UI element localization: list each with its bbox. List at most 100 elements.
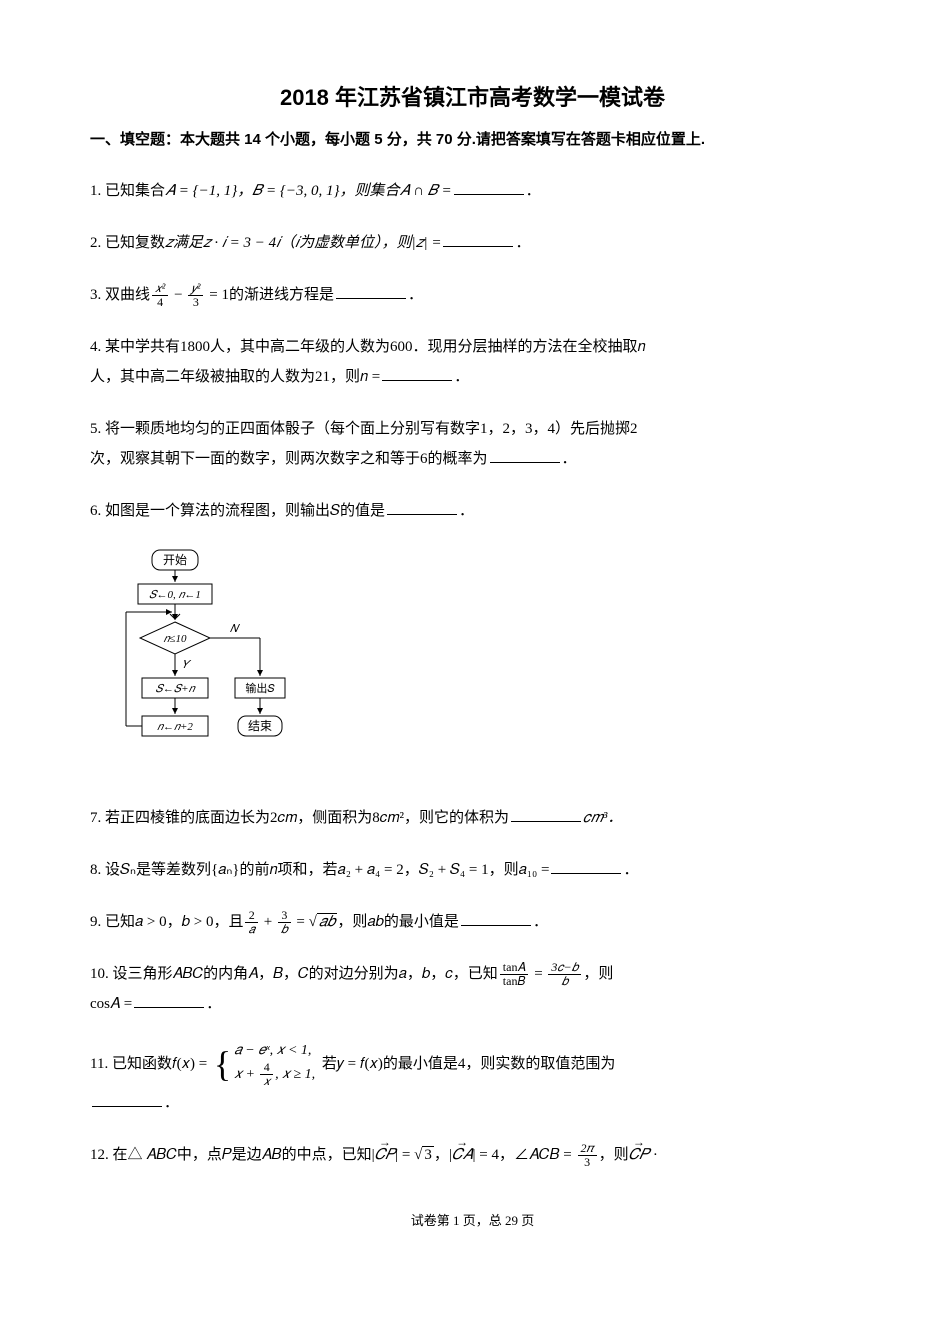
fraction: 3𝑐−𝑏𝑏 (548, 961, 581, 988)
equals: = (530, 966, 546, 982)
q3-post: = 1的渐进线方程是 (205, 287, 333, 303)
q12-f: · (649, 1147, 658, 1163)
q2-expr: 𝑧满足𝑧 · 𝑖 = 3 − 4𝑖（𝑖为虚数单位），则|𝑧| = (165, 235, 441, 251)
q5-line1: 5. 将一颗质地均匀的正四面体骰子（每个面上分别写有数字1，2，3，4）先后抛掷… (90, 421, 638, 437)
question-12: 12. 在△ 𝐴𝐵𝐶中，点𝑃是边𝐴𝐵的中点，已知|𝐶𝑃| = √3，|𝐶𝐴| =… (90, 1140, 855, 1170)
svg-text:𝑌: 𝑌 (182, 659, 192, 671)
q4-line1: 4. 某中学共有1800人，其中高二年级的人数为600．现用分层抽样的方法在全校… (90, 339, 646, 355)
sqrt-content: 3 (422, 1146, 434, 1163)
brace-icon: { (214, 1046, 231, 1082)
q12-e: ，则 (599, 1147, 629, 1163)
q10-text: 10. 设三角形𝐴𝐵𝐶的内角𝐴，𝐵，𝐶的对边分别为𝑎，𝑏，𝑐，已知 (90, 966, 498, 982)
q6-text: 6. 如图是一个算法的流程图，则输出𝑆的值是 (90, 503, 385, 519)
fraction: tan𝐴tan𝐵 (500, 961, 529, 988)
q12-c: ，| (434, 1147, 452, 1163)
vector-ca: 𝐶𝐴 (452, 1140, 473, 1170)
minus: − (170, 287, 186, 303)
denominator: 𝑏 (278, 923, 291, 936)
q4-line2: 人，其中高二年级被抽取的人数为21，则𝑛 = (90, 369, 380, 385)
period: ． (454, 369, 469, 385)
q3-text: 3. 双曲线 (90, 287, 150, 303)
q11-post: 若𝑦 = 𝑓(𝑥)的最小值是4，则实数的取值范围为 (322, 1056, 615, 1072)
numerator: tan𝐴 (500, 961, 529, 975)
blank (461, 911, 531, 926)
footer-text: 试卷第 (411, 1213, 453, 1228)
blank (551, 859, 621, 874)
q9-text: 9. 已知𝑎 > 0，𝑏 > 0，且 (90, 914, 243, 930)
q1-set-b: 𝐵 = {−3, 0, 1}，则集合 (252, 183, 399, 199)
footer-text: 页 (518, 1213, 534, 1228)
q5-line2: 次，观察其朝下一面的数字，则两次数字之和等于6的概率为 (90, 451, 488, 467)
period: ． (164, 1095, 179, 1111)
fraction: 2𝑎 (245, 909, 258, 936)
svg-text:𝑛←𝑛+2: 𝑛←𝑛+2 (157, 721, 193, 733)
vector-cp: 𝐶𝑃 (375, 1140, 395, 1170)
blank (454, 180, 524, 195)
denominator: 𝑏 (548, 975, 581, 988)
svg-text:输出𝑆: 输出𝑆 (245, 681, 275, 695)
q11-text: 11. 已知函数𝑓(𝑥) = (90, 1056, 211, 1072)
question-4: 4. 某中学共有1800人，其中高二年级的人数为600．现用分层抽样的方法在全校… (90, 332, 855, 392)
svg-text:𝑆←𝑆+𝑛: 𝑆←𝑆+𝑛 (155, 683, 196, 695)
q7-text: 7. 若正四棱锥的底面边长为2𝑐𝑚，侧面积为8𝑐𝑚²，则它的体积为 (90, 810, 509, 826)
question-9: 9. 已知𝑎 > 0，𝑏 > 0，且2𝑎 + 3𝑏 = √𝑎𝑏，则𝑎𝑏的最小值是… (90, 907, 855, 937)
footer-total: 29 (505, 1213, 518, 1228)
piecewise: {𝑎 − 𝑒ˣ, 𝑥 < 1,𝑥 + 4𝑥, 𝑥 ≥ 1, (214, 1041, 315, 1088)
section-header: 一、填空题：本大题共 14 个小题，每小题 5 分，共 70 分.请把答案填写在… (90, 128, 855, 152)
vector-cp2: 𝐶𝑃 (629, 1140, 649, 1170)
numerator: 4 (260, 1061, 273, 1075)
fraction: 𝑦²3 (188, 282, 203, 309)
denominator: 𝑎 (245, 923, 258, 936)
blank (443, 232, 513, 247)
q7-unit: 𝑐𝑚³． (583, 810, 622, 826)
period: ． (515, 235, 530, 251)
question-6: 6. 如图是一个算法的流程图，则输出𝑆的值是 ． (90, 496, 855, 526)
numerator: 3𝑐−𝑏 (548, 961, 581, 975)
period: ． (408, 287, 423, 303)
numerator: 𝑥² (152, 282, 168, 296)
numerator: 2 (245, 909, 258, 923)
fraction: 4𝑥 (260, 1061, 273, 1088)
period: ． (562, 451, 577, 467)
period: ． (206, 996, 221, 1012)
question-3: 3. 双曲线𝑥²4 − 𝑦²3 = 1的渐进线方程是 ． (90, 280, 855, 310)
q10-line2: cos𝐴 = (90, 996, 132, 1012)
q9-post: ，则𝑎𝑏的最小值是 (337, 914, 459, 930)
question-1: 1. 已知集合𝐴 = {−1, 1}，𝐵 = {−3, 0, 1}，则集合𝐴 ∩… (90, 176, 855, 206)
plus: + (260, 914, 276, 930)
period: ． (526, 183, 541, 199)
period: ． (459, 503, 474, 519)
blank (382, 366, 452, 381)
denominator: tan𝐵 (500, 975, 529, 988)
svg-text:𝑆←0, 𝑛←1: 𝑆←0, 𝑛←1 (149, 589, 201, 601)
svg-text:𝑛≤10: 𝑛≤10 (164, 633, 187, 645)
svg-text:结束: 结束 (248, 719, 272, 733)
period: ． (623, 862, 638, 878)
blank (387, 500, 457, 515)
question-7: 7. 若正四棱锥的底面边长为2𝑐𝑚，侧面积为8𝑐𝑚²，则它的体积为 𝑐𝑚³． (90, 803, 855, 833)
blank (490, 448, 560, 463)
q12-text: 12. 在△ 𝐴𝐵𝐶中，点𝑃是边𝐴𝐵的中点，已知| (90, 1147, 375, 1163)
numerator: 𝑦² (188, 282, 203, 296)
footer-text: 页，总 (459, 1213, 505, 1228)
question-10: 10. 设三角形𝐴𝐵𝐶的内角𝐴，𝐵，𝐶的对边分别为𝑎，𝑏，𝑐，已知tan𝐴tan… (90, 959, 855, 1019)
denominator: 3 (578, 1156, 597, 1169)
blank (511, 807, 581, 822)
numerator: 2𝜋 (578, 1142, 597, 1156)
sqrt-icon: √ (309, 914, 317, 930)
denominator: 4 (152, 296, 168, 309)
row2-a: 𝑥 + (234, 1067, 258, 1082)
denominator: 3 (188, 296, 203, 309)
blank (92, 1092, 162, 1107)
equals: = (293, 914, 309, 930)
flowchart-diagram: 开始 𝑆←0, 𝑛←1 𝑛≤10 𝑁 𝑌 输出𝑆 结束 𝑆←𝑆+𝑛 𝑛←𝑛+2 (120, 548, 855, 783)
blank (134, 993, 204, 1008)
q8-text: 8. 设𝑆ₙ是等差数列{𝑎ₙ}的前𝑛项和，若𝑎₂ + 𝑎₄ = 2，𝑆₂ + 𝑆… (90, 862, 549, 878)
page-footer: 试卷第 1 页，总 29 页 (90, 1210, 855, 1229)
svg-text:𝑁: 𝑁 (230, 623, 241, 635)
denominator: 𝑥 (260, 1075, 273, 1088)
flowchart-svg: 开始 𝑆←0, 𝑛←1 𝑛≤10 𝑁 𝑌 输出𝑆 结束 𝑆←𝑆+𝑛 𝑛←𝑛+2 (120, 548, 320, 778)
fraction: 2𝜋3 (578, 1142, 597, 1169)
flowchart-start: 开始 (163, 553, 187, 567)
q10-post: ，则 (583, 966, 613, 982)
